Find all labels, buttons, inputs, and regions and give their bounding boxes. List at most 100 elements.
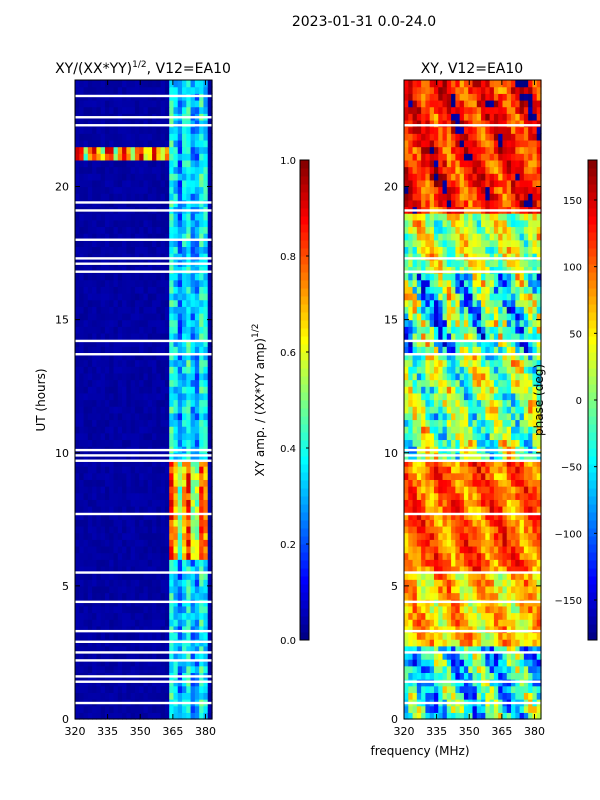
heatmap-cell bbox=[177, 406, 183, 414]
heatmap-cell bbox=[429, 379, 435, 387]
heatmap-cell bbox=[446, 532, 452, 540]
heatmap-cell bbox=[489, 399, 495, 407]
heatmap-cell bbox=[87, 326, 93, 334]
heatmap-cell bbox=[96, 359, 102, 367]
heatmap-cell bbox=[489, 472, 495, 480]
heatmap-cell bbox=[130, 159, 136, 168]
colorbar-segment bbox=[300, 472, 309, 481]
heatmap-cell bbox=[83, 306, 89, 314]
heatmap-cell bbox=[143, 80, 149, 88]
heatmap-cell bbox=[173, 592, 179, 600]
heatmap-cell bbox=[523, 379, 529, 387]
heatmap-cell bbox=[194, 119, 200, 128]
heatmap-cell bbox=[455, 466, 461, 474]
heatmap-cell bbox=[412, 439, 418, 447]
heatmap-cell bbox=[143, 506, 149, 514]
heatmap-cell bbox=[493, 539, 499, 547]
heatmap-cell bbox=[511, 572, 516, 580]
heatmap-cell bbox=[412, 392, 418, 401]
heatmap-cell bbox=[104, 426, 110, 434]
heatmap-cell bbox=[134, 213, 140, 221]
heatmap-cell bbox=[117, 339, 123, 347]
heatmap-cell bbox=[100, 525, 106, 534]
heatmap-cell bbox=[177, 133, 183, 141]
heatmap-cell bbox=[523, 419, 529, 427]
heatmap-cell bbox=[528, 466, 534, 474]
heatmap-cell bbox=[113, 486, 119, 494]
heatmap-cell bbox=[459, 559, 465, 567]
heatmap-cell bbox=[169, 279, 175, 287]
heatmap-cell bbox=[96, 219, 102, 228]
colorbar-segment bbox=[300, 336, 309, 345]
heatmap-cell bbox=[79, 126, 85, 134]
heatmap-cell bbox=[109, 273, 115, 281]
heatmap-cell bbox=[169, 186, 175, 194]
heatmap-cell bbox=[177, 645, 183, 654]
heatmap-cell bbox=[79, 466, 85, 474]
heatmap-cell bbox=[425, 645, 431, 654]
heatmap-cell bbox=[186, 239, 192, 248]
heatmap-cell bbox=[160, 492, 166, 500]
heatmap-cell bbox=[207, 506, 213, 514]
heatmap-cell bbox=[498, 386, 504, 394]
heatmap-cell bbox=[160, 645, 166, 654]
heatmap-cell bbox=[194, 332, 200, 341]
heatmap-cell bbox=[421, 605, 427, 614]
heatmap-cell bbox=[463, 406, 469, 414]
heatmap-cell bbox=[122, 179, 127, 188]
heatmap-cell bbox=[173, 99, 179, 108]
heatmap-cell bbox=[160, 359, 166, 367]
heatmap-cell bbox=[498, 619, 504, 627]
heatmap-cell bbox=[177, 233, 183, 241]
heatmap-cell bbox=[468, 432, 474, 441]
heatmap-cell bbox=[113, 139, 119, 148]
heatmap-cell bbox=[75, 472, 80, 480]
heatmap-cell bbox=[126, 133, 132, 141]
heatmap-cell bbox=[169, 312, 175, 321]
heatmap-cell bbox=[182, 286, 187, 294]
heatmap-cell bbox=[113, 166, 119, 174]
heatmap-cell bbox=[194, 379, 200, 387]
heatmap-cell bbox=[528, 532, 534, 540]
heatmap-cell bbox=[79, 519, 85, 527]
heatmap-cell bbox=[446, 592, 452, 600]
heatmap-cell bbox=[416, 625, 422, 634]
heatmap-cell bbox=[532, 399, 538, 407]
heatmap-cell bbox=[92, 186, 98, 194]
heatmap-cell bbox=[511, 426, 516, 434]
heatmap-cell bbox=[455, 392, 461, 401]
heatmap-cell bbox=[493, 399, 499, 407]
heatmap-cell bbox=[446, 625, 452, 634]
heatmap-cell bbox=[113, 592, 119, 600]
heatmap-cell bbox=[83, 665, 89, 674]
heatmap-cell bbox=[160, 579, 166, 587]
heatmap-cell bbox=[160, 253, 166, 261]
heatmap-cell bbox=[134, 552, 140, 560]
heatmap-cell bbox=[416, 492, 422, 500]
heatmap-cell bbox=[160, 525, 166, 534]
heatmap-cell bbox=[472, 472, 478, 480]
heatmap-cell bbox=[122, 299, 127, 307]
heatmap-cell bbox=[147, 486, 153, 494]
heatmap-cell bbox=[182, 332, 187, 341]
heatmap-cell bbox=[194, 565, 200, 574]
heatmap-cell bbox=[186, 592, 192, 600]
heatmap-cell bbox=[104, 159, 110, 168]
heatmap-cell bbox=[92, 592, 98, 600]
heatmap-cell bbox=[421, 565, 427, 574]
heatmap-cell bbox=[186, 426, 192, 434]
heatmap-cell bbox=[96, 605, 102, 614]
heatmap-cell bbox=[194, 239, 200, 248]
heatmap-cell bbox=[87, 645, 93, 654]
heatmap-cell bbox=[446, 572, 452, 580]
heatmap-cell bbox=[109, 126, 115, 134]
colorbar-segment bbox=[300, 600, 309, 609]
heatmap-cell bbox=[126, 499, 132, 507]
heatmap-cell bbox=[528, 619, 534, 627]
heatmap-cell bbox=[75, 492, 80, 500]
heatmap-cell bbox=[96, 492, 102, 500]
heatmap-cell bbox=[493, 506, 499, 514]
heatmap-cell bbox=[523, 406, 529, 414]
heatmap-cell bbox=[502, 379, 508, 387]
heatmap-cell bbox=[173, 352, 179, 361]
